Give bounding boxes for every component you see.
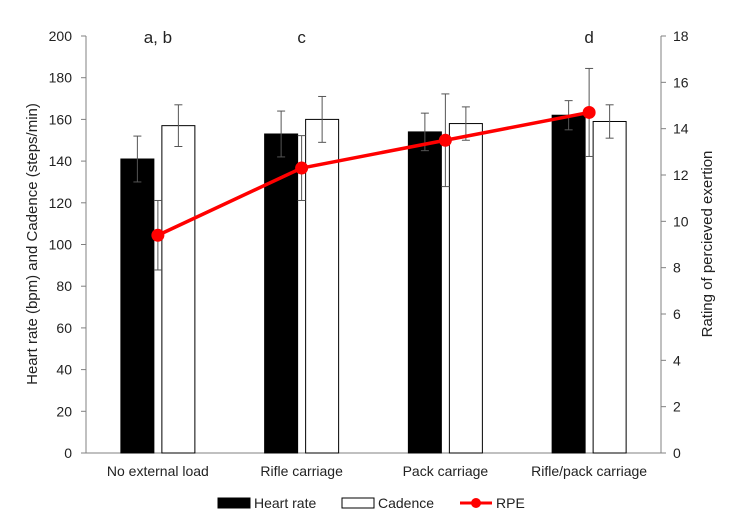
left-tick-label: 120 [49, 195, 73, 211]
right-axis-title: Rating of percieved exertion [699, 151, 716, 338]
right-tick-label: 6 [673, 306, 681, 322]
left-tick-label: 180 [49, 70, 73, 86]
legend-swatch-cadence [341, 497, 375, 509]
bar-cadence [592, 120, 627, 454]
left-tick-label: 20 [56, 403, 72, 419]
bar-cadence [161, 125, 196, 454]
legend-swatch-heart-rate [217, 497, 251, 509]
rpe-marker [295, 161, 309, 175]
bar-heart-rate [551, 114, 586, 454]
legend-label-cadence: Cadence [378, 495, 434, 511]
legend-label-heart-rate: Heart rate [254, 495, 316, 511]
right-tick-label: 0 [673, 445, 681, 461]
bar-cadence [448, 123, 483, 454]
bar-error-bars [133, 95, 614, 183]
right-tick-label: 14 [673, 121, 689, 137]
right-tick-label: 16 [673, 74, 689, 90]
significance-label: c [297, 28, 306, 47]
legend-swatch-rpe-marker [471, 498, 481, 508]
rpe-marker [582, 105, 596, 119]
bar-heart-rate [264, 133, 299, 454]
rpe-marker [151, 228, 165, 242]
rpe-line-series [151, 67, 596, 271]
right-tick-label: 12 [673, 167, 689, 183]
left-tick-label: 0 [64, 445, 72, 461]
bar-heart-rate [407, 131, 442, 454]
category-label: Rifle/pack carriage [531, 463, 647, 479]
category-label: Pack carriage [403, 463, 489, 479]
legend: Heart rate Cadence RPE [217, 495, 525, 511]
left-tick-label: 160 [49, 111, 73, 127]
significance-label: d [584, 28, 593, 47]
left-axis: 0 20 40 60 80 100 120 140 160 180 200 [49, 28, 87, 461]
significance-label: a, b [144, 28, 172, 47]
legend-label-rpe: RPE [496, 495, 525, 511]
left-axis-title: Heart rate (bpm) and Cadence (steps/min) [24, 103, 41, 385]
right-tick-label: 8 [673, 260, 681, 276]
left-tick-label: 80 [56, 278, 72, 294]
rpe-line [157, 110, 590, 237]
x-axis: No external load Rifle carriage Pack carri… [86, 452, 661, 479]
right-tick-label: 10 [673, 213, 689, 229]
right-tick-label: 18 [673, 28, 689, 44]
left-tick-label: 100 [49, 237, 73, 253]
left-tick-label: 200 [49, 28, 73, 44]
left-tick-label: 40 [56, 362, 72, 378]
left-tick-label: 60 [56, 320, 72, 336]
rpe-marker [438, 133, 452, 147]
right-tick-label: 4 [673, 352, 681, 368]
category-label: No external load [107, 463, 209, 479]
significance-labels: a, b c d [144, 28, 594, 47]
bars [120, 114, 627, 454]
category-label: Rifle carriage [260, 463, 343, 479]
bar-heart-rate [120, 158, 155, 454]
left-tick-label: 140 [49, 153, 73, 169]
right-tick-label: 2 [673, 399, 681, 415]
right-axis: 0 2 4 6 8 10 12 14 16 18 [660, 28, 689, 461]
bar-cadence [305, 118, 340, 454]
